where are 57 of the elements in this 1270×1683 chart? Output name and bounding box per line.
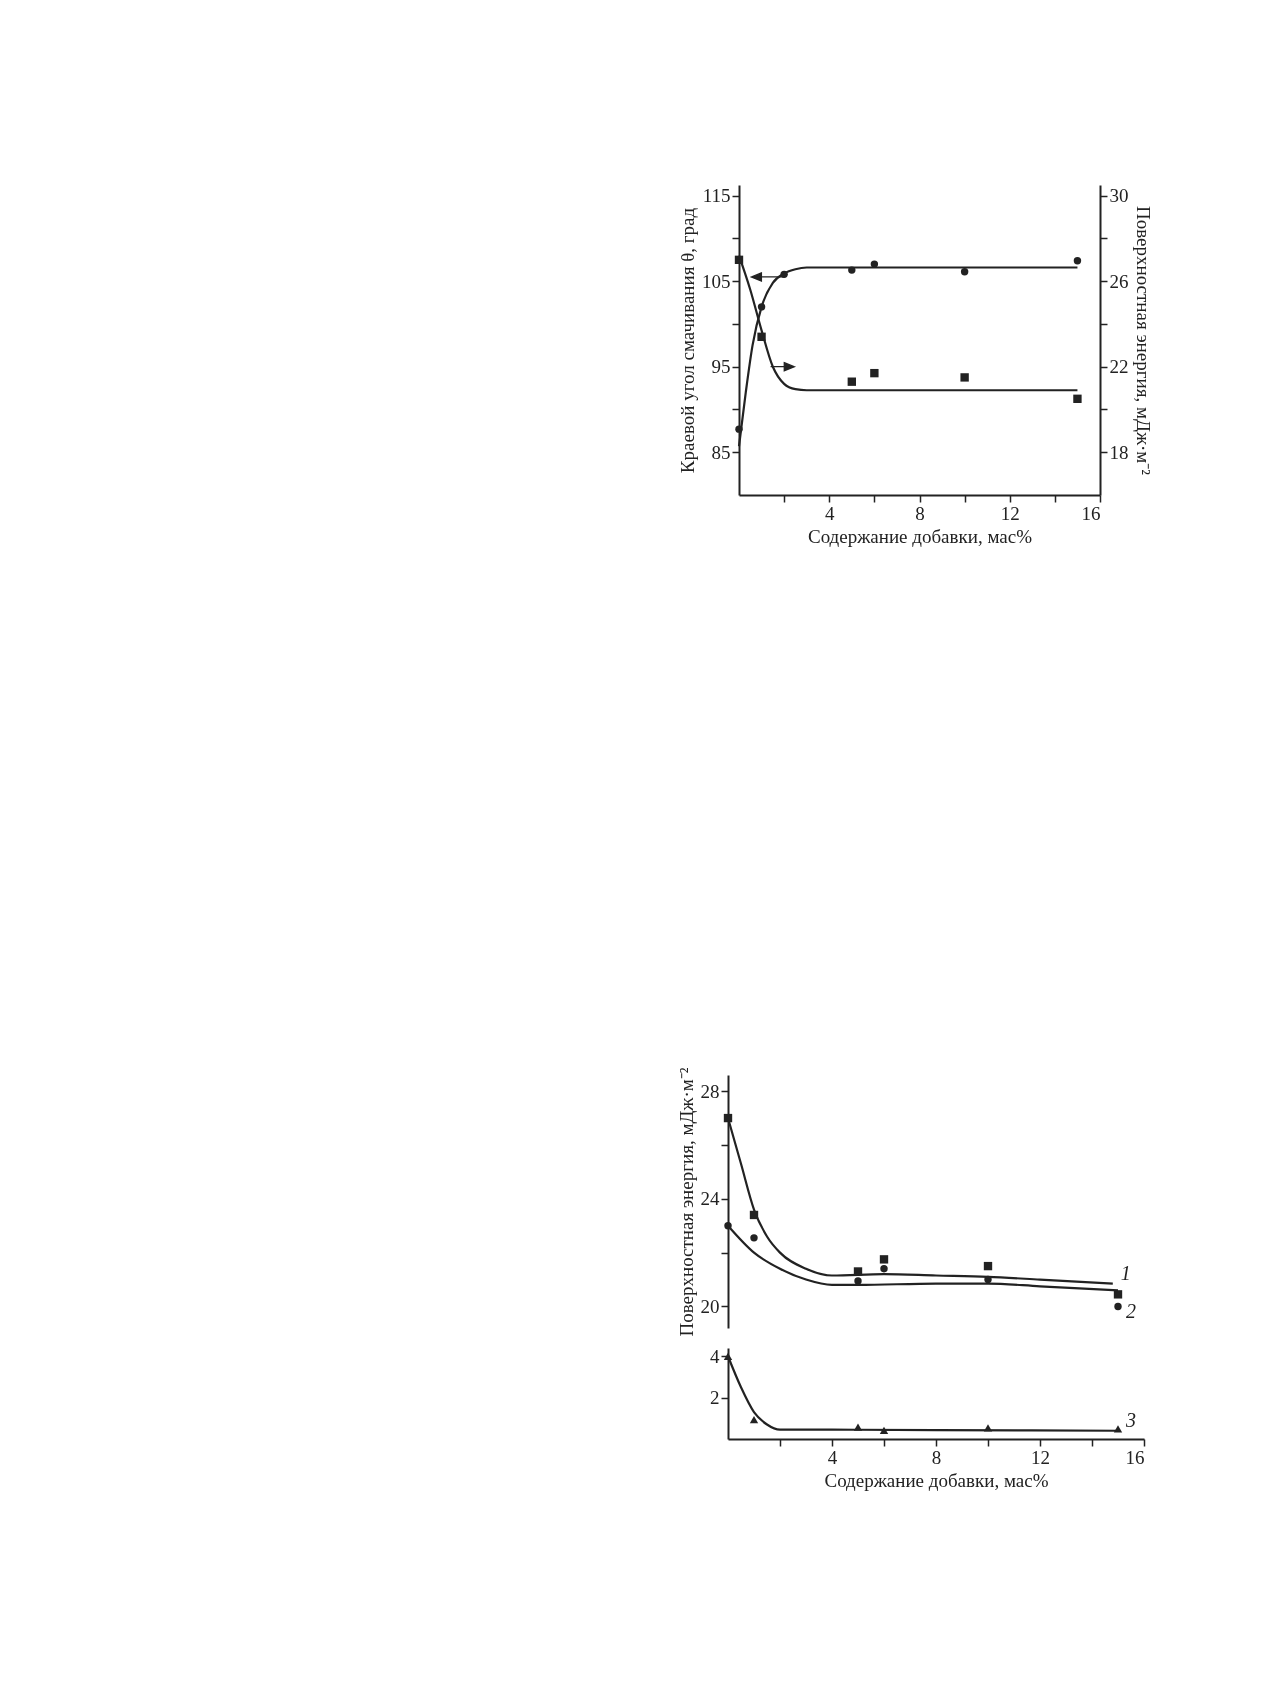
point [984, 1275, 992, 1284]
x-tick-label: 12 [1031, 1446, 1050, 1468]
y-tick-label: 115 [702, 185, 731, 207]
x-tick-label: 16 [1081, 502, 1101, 524]
x-axis-title: Содержание добавки, мас% [807, 525, 1033, 547]
y-tick-label: 95 [711, 356, 731, 378]
point [1073, 394, 1082, 403]
point [724, 1222, 732, 1230]
x-tick-label: 4 [827, 1446, 838, 1468]
point [870, 260, 879, 268]
point [1113, 1290, 1123, 1299]
point [960, 268, 969, 276]
x-tick-label: 16 [1125, 1446, 1145, 1468]
point [735, 425, 743, 433]
y2-tick-label: 18 [1109, 441, 1129, 463]
point [749, 1210, 759, 1220]
point [734, 255, 744, 265]
y-tick-label: 28 [700, 1080, 720, 1102]
point [847, 377, 856, 386]
series-label: 2 [1126, 1300, 1136, 1323]
point [848, 266, 856, 274]
point [1073, 256, 1082, 265]
y2-tick-label: 30 [1109, 185, 1129, 207]
y-tick-label: 24 [700, 1188, 720, 1210]
y-tick-label: 85 [711, 441, 731, 463]
y2-tick-label: 26 [1109, 270, 1129, 292]
point [1114, 1302, 1122, 1311]
series-label: 3 [1125, 1408, 1136, 1431]
point [723, 1113, 733, 1123]
x-tick-label: 12 [1000, 502, 1020, 524]
x-axis-title: Содержание добавки, мас% [824, 1469, 1049, 1491]
y-tick-label: 2 [710, 1387, 720, 1409]
y-tick-label: 4 [710, 1345, 720, 1367]
point [854, 1277, 862, 1285]
point [853, 1423, 863, 1431]
point [960, 373, 969, 382]
point [757, 332, 766, 341]
point [853, 1267, 863, 1276]
point [870, 368, 879, 378]
y-tick-label: 20 [700, 1295, 720, 1317]
y-axis-title: Поверхностная энергия, мДж·м⁻² [675, 1067, 697, 1337]
point [750, 1234, 758, 1242]
y-axis-title: Краевой угол смачивания θ, град [677, 207, 698, 474]
point [780, 270, 788, 279]
point [983, 1261, 993, 1271]
point [879, 1426, 889, 1434]
y2-axis-title: Поверхностная энергия, мДж·м⁻² [1132, 205, 1154, 476]
point [749, 1415, 759, 1424]
series-label: 1 [1120, 1261, 1131, 1284]
x-tick-label: 8 [931, 1446, 942, 1468]
point [757, 303, 766, 311]
point [880, 1265, 888, 1273]
point [879, 1255, 889, 1264]
y-tick-label: 105 [702, 270, 731, 292]
x-tick-label: 8 [915, 502, 925, 524]
x-tick-label: 4 [825, 502, 835, 524]
y2-tick-label: 22 [1109, 356, 1129, 378]
